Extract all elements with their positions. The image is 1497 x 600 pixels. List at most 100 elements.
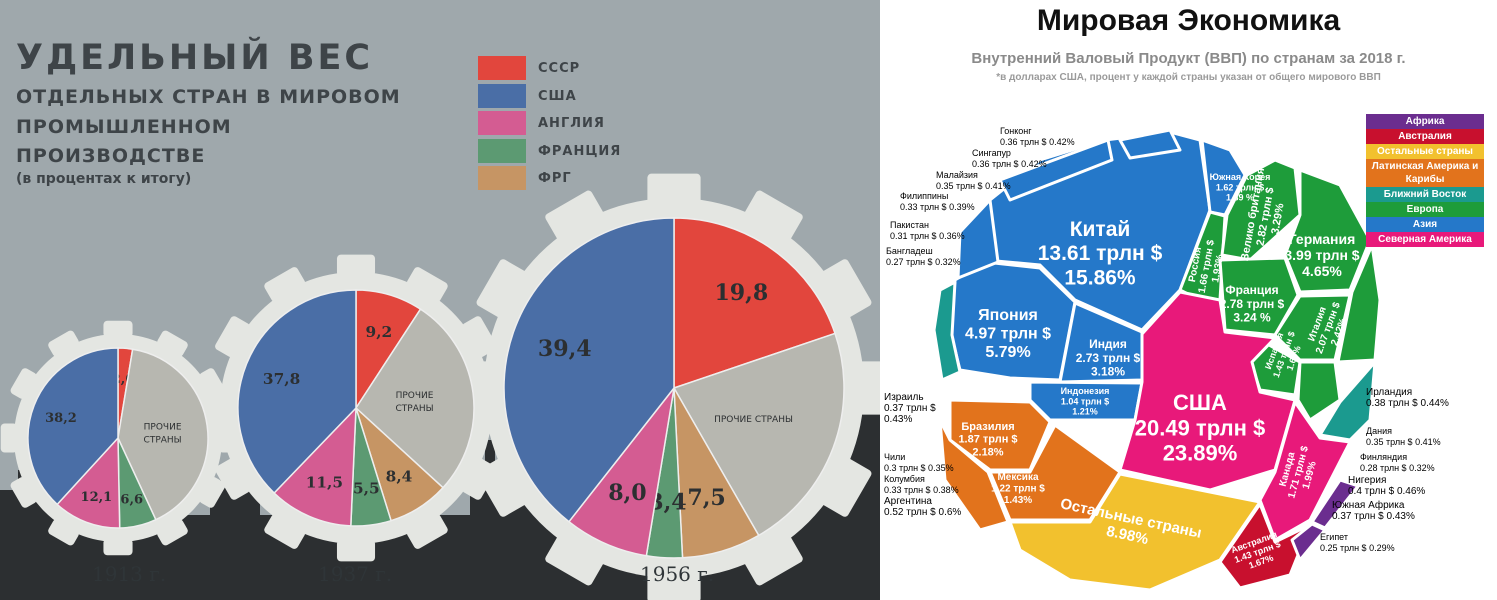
world-economy-panel: Мировая Экономика Внутренний Валовый Про… [880,0,1497,600]
soviet-industry-panel: 2,6 ПРОЧИЕ СТРАНЫ 6,6 12,1 38,2 9,2 ПРОЧИЕ СТРАН… [0,0,880,600]
legend-label: СССР [538,61,581,76]
pie-label-0-3: 6,6 [120,493,143,508]
pie-slice-0-4 [56,436,121,529]
legend-swatch [478,56,526,80]
callout-south-africa: Южная Африка 0.37 трлн $ 0.43% [1332,500,1415,522]
label-brazil: Бразилия 1.87 трлн $2.18% [958,421,1017,458]
pie-label-1-2: 8,4 [386,468,413,486]
pie-slice-2-1 [672,332,845,537]
label-russia: Россия1.66 трлн $1.93% [1185,237,1228,296]
pie-slice-1-4 [273,406,357,527]
gdp-voronoi-chart: Китай 13.61 трлн $15.86% Япония 4.97 трлн $… [918,128,1382,594]
pie-others-label-0: ПРОЧИЕ [144,422,182,432]
industry-pie-charts: 2,6ПРОЧИЕСТРАНЫ6,612,138,29,2ПРОЧИЕСТРАН… [0,173,880,600]
pie-label-0-5: 38,2 [45,411,77,426]
cell-mexico [988,423,1122,522]
cell-small-asia-2 [956,198,1000,280]
callout-ireland: Ирландия 0.38 трлн $ 0.44% [1366,387,1449,409]
legend-mideast: Ближний Восток [1366,187,1484,202]
pie-slice-1-1 [355,308,475,489]
pie-label-2-4: 8,0 [608,480,646,506]
pie-slice-1-5 [237,289,357,495]
pie-label-0-4: 12,1 [81,490,113,505]
legend-label: ФРАНЦИЯ [538,144,622,159]
cell-africa-1 [1310,478,1360,530]
label-india: Индия 2.73 трлн $3.18% [1076,337,1141,379]
legend-latam: Латинская Америка и Карибы [1366,159,1484,187]
callout-philippines: Филиппины 0.33 трлн $ 0.39% [900,191,975,212]
legend-australia: Австралия [1366,129,1484,144]
cell-small-asia-1 [998,138,1114,202]
cell-indonesia [1028,380,1144,422]
left-title: УДЕЛЬНЫЙ ВЕС [16,38,374,78]
year-label-1937: 1937 г. [318,562,393,586]
callout-israel: Израиль 0.37 трлн $0.43% [884,392,936,425]
left-subtitle: (в процентах к итогу) [16,171,192,187]
callout-singapore: Сингапур 0.36 трлн $ 0.42% [972,148,1047,169]
pie-label-2-5: 39,4 [538,336,592,362]
callout-chile: Чили 0.3 трлн $ 0.35% [884,452,954,473]
label-mexico: Мексика 1.22 трлн $1.43% [991,472,1045,506]
pie-label-2-2: 7,5 [687,485,725,511]
right-subtitle: Внутренний Валовый Продукт (ВВП) по стра… [971,50,1406,67]
callout-denmark: Дания 0.35 трлн $ 0.41% [1366,426,1441,447]
legend-swatch [478,166,526,190]
pie-slice-2-0 [673,217,836,390]
year-label-1956: 1956 г. [640,562,715,586]
cell-germany [1283,168,1372,294]
pie-others-label-2: ПРОЧИЕ СТРАНЫ [714,415,793,425]
cell-africa-2 [1290,522,1327,562]
callout-bangladesh: Бангладеш 0.27 трлн $ 0.32% [886,246,961,267]
label-indonesia: Индонезия 1.04 трлн $1.21% [1061,386,1110,417]
label-skorea: Южная Корея 1.62 трлн $1.89 % [1210,172,1271,203]
label-usa: США 20.49 трлн $23.89% [1135,390,1265,466]
legend-other: Остальные страны [1366,144,1484,159]
left-title-line2: ОТДЕЛЬНЫХ СТРАН В МИРОВОМ [16,86,401,108]
cell-mideast [932,280,962,382]
legend-label: ФРГ [538,171,572,186]
callout-finland: Финляндия 0.28 трлн $ 0.32% [1360,452,1435,473]
callout-hongkong: Гонконг 0.36 трлн $ 0.42% [1000,126,1075,147]
cell-turkey [1318,360,1377,442]
label-china: Китай 13.61 трлн $15.86% [1038,218,1163,289]
pie-others-label-0: СТРАНЫ [144,435,182,445]
pie-label-2-0: 19,8 [714,280,768,306]
cell-europe-small-2 [1296,360,1342,422]
left-title-line4: ПРОИЗВОДСТВЕ [16,145,206,167]
pie-others-label-1: ПРОЧИЕ [396,391,434,401]
legend-label: США [538,89,577,104]
callout-malaysia: Малайзия 0.35 трлн $ 0.41% [936,170,1011,191]
cell-small-asia-3 [1118,128,1182,160]
pie-slice-0-5 [27,347,119,506]
callout-egypt: Египет 0.25 трлн $ 0.29% [1320,532,1395,553]
pie-label-1-3: 5,5 [353,480,380,498]
cell-italy [1273,293,1352,362]
pie-slice-2-5 [503,217,675,523]
pie-slice-0-1 [117,348,209,521]
legend-north-america: Северная Америка [1366,232,1484,247]
legend-asia: Азия [1366,217,1484,232]
legend-europe: Европа [1366,202,1484,217]
cell-uk [1220,158,1302,262]
label-spain: Испания1.43 трлн $1.66% [1261,327,1306,383]
pie-label-1-0: 9,2 [366,323,393,341]
cell-usa [1118,290,1297,492]
right-note: *в долларах США, процент у каждой страны… [996,72,1381,83]
callout-pakistan: Пакистан 0.31 трлн $ 0.36% [890,220,965,241]
right-title: Мировая Экономика [1036,4,1341,37]
cell-latam-small [938,418,1010,532]
callout-colombia: Колумбия 0.33 трлн $ 0.38% [884,474,959,495]
pie-label-1-4: 11,5 [306,474,343,492]
legend-swatch [478,139,526,163]
callout-nigeria: Нигерия 0.4 трлн $ 0.46% [1348,475,1426,497]
pie-others-label-1: СТРАНЫ [395,404,433,414]
legend-label: АНГЛИЯ [538,116,605,131]
cell-skorea [1200,138,1247,217]
cell-europe-small [1336,243,1382,364]
year-label-1913: 1913 г. [92,562,167,586]
label-japan: Япония 4.97 трлн $5.79% [965,307,1051,361]
legend-swatch [478,111,526,135]
pie-label-1-5: 37,8 [263,370,300,388]
legend-africa: Африка [1366,114,1484,129]
label-germany: Германия 3.99 трлн $4.65% [1284,231,1359,279]
